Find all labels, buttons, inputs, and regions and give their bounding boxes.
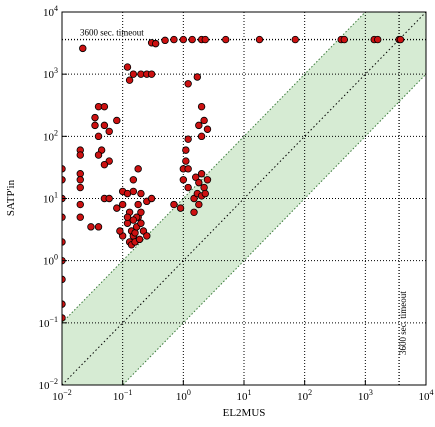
data-point xyxy=(200,116,208,125)
x-axis-label: EL2MUS xyxy=(223,407,266,419)
data-point xyxy=(195,200,203,209)
data-point xyxy=(374,35,382,44)
data-point xyxy=(184,165,192,173)
timeout-annotation: 3600 sec. timeout xyxy=(398,291,408,355)
data-point xyxy=(143,232,151,240)
timeout-annotation: 3600 sec. timeout xyxy=(80,28,144,38)
data-point xyxy=(197,102,206,111)
data-point xyxy=(87,223,95,231)
data-point xyxy=(197,170,206,178)
data-point xyxy=(76,170,84,178)
data-point xyxy=(131,229,139,237)
data-point xyxy=(94,223,103,231)
data-point xyxy=(113,204,121,212)
data-point xyxy=(193,73,202,81)
data-point xyxy=(201,189,209,198)
data-point xyxy=(76,151,84,159)
y-tick-label: 10−2 xyxy=(38,377,58,392)
data-point xyxy=(147,194,156,203)
data-point xyxy=(192,173,200,181)
data-point xyxy=(182,146,190,154)
y-tick-label: 10−1 xyxy=(38,315,58,330)
data-point xyxy=(222,35,230,44)
x-tick-label: 10−2 xyxy=(52,388,72,403)
data-point xyxy=(137,189,145,198)
data-point xyxy=(147,70,156,78)
y-tick-label: 102 xyxy=(43,128,58,143)
data-point xyxy=(116,227,124,235)
data-point xyxy=(291,35,299,44)
data-point xyxy=(203,176,212,184)
data-point xyxy=(137,219,145,227)
x-tick-label: 104 xyxy=(419,388,434,403)
y-tick-label: 103 xyxy=(43,66,58,81)
y-tick-label: 101 xyxy=(43,191,58,206)
x-tick-label: 10−1 xyxy=(113,388,133,403)
data-point xyxy=(184,183,192,192)
data-point xyxy=(91,121,99,130)
data-point xyxy=(197,132,206,141)
data-point xyxy=(100,160,109,169)
data-point xyxy=(184,135,192,143)
data-point xyxy=(118,200,127,209)
data-point xyxy=(94,132,103,141)
data-point xyxy=(76,213,84,221)
data-point xyxy=(134,165,142,173)
data-point xyxy=(129,187,138,196)
data-point xyxy=(76,176,84,184)
data-point xyxy=(135,235,144,244)
data-point xyxy=(125,76,134,84)
data-point xyxy=(200,183,208,192)
data-point xyxy=(182,157,190,165)
data-point xyxy=(134,200,142,209)
plot-area xyxy=(62,12,426,385)
data-point xyxy=(170,200,178,209)
data-point xyxy=(137,208,145,216)
data-point xyxy=(195,121,203,130)
data-point xyxy=(76,183,84,192)
data-point xyxy=(203,125,212,133)
data-point xyxy=(105,157,113,165)
data-point xyxy=(113,116,121,125)
data-point xyxy=(188,35,196,44)
data-point xyxy=(195,178,203,187)
data-point xyxy=(161,36,169,45)
data-point xyxy=(176,204,185,212)
data-point xyxy=(151,39,160,48)
x-tick-label: 101 xyxy=(237,388,252,403)
data-point xyxy=(100,102,109,111)
data-point xyxy=(94,151,103,159)
data-point xyxy=(91,113,99,122)
data-point xyxy=(201,35,209,44)
y-tick-label: 100 xyxy=(43,253,58,268)
data-point xyxy=(170,35,178,44)
data-point xyxy=(255,35,264,44)
data-point xyxy=(105,127,113,136)
data-point xyxy=(179,35,188,44)
data-point xyxy=(76,200,84,209)
x-tick-label: 102 xyxy=(297,388,312,403)
data-point xyxy=(129,216,138,224)
data-point xyxy=(340,35,348,44)
y-axis-label: SATP'in xyxy=(5,179,17,216)
data-point xyxy=(179,176,188,184)
data-point xyxy=(123,63,132,71)
x-tick-label: 103 xyxy=(358,388,373,403)
data-point xyxy=(396,35,405,44)
data-point xyxy=(190,208,198,216)
y-tick-label: 104 xyxy=(43,4,58,19)
data-point xyxy=(129,70,138,78)
data-point xyxy=(100,121,109,130)
data-point xyxy=(184,80,192,88)
data-point xyxy=(123,213,132,221)
data-point xyxy=(129,176,138,184)
data-point xyxy=(105,194,113,203)
data-point xyxy=(79,44,87,53)
x-tick-label: 100 xyxy=(176,388,191,403)
